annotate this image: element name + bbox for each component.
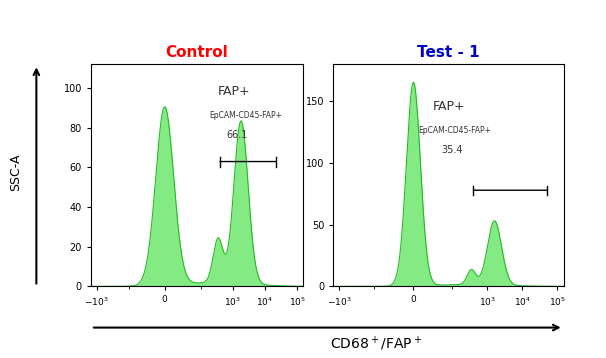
Text: 66.1: 66.1 xyxy=(227,130,248,140)
Text: EpCAM-CD45-FAP+: EpCAM-CD45-FAP+ xyxy=(419,126,491,135)
Text: CD68$^+$/FAP$^+$: CD68$^+$/FAP$^+$ xyxy=(330,334,422,353)
Text: FAP+: FAP+ xyxy=(432,100,465,113)
Text: EpCAM-CD45-FAP+: EpCAM-CD45-FAP+ xyxy=(210,111,282,120)
Text: 35.4: 35.4 xyxy=(442,145,463,155)
Title: Test - 1: Test - 1 xyxy=(417,45,480,61)
Text: FAP+: FAP+ xyxy=(218,85,251,98)
Text: SSC-A: SSC-A xyxy=(8,153,22,190)
Title: Control: Control xyxy=(165,45,228,61)
